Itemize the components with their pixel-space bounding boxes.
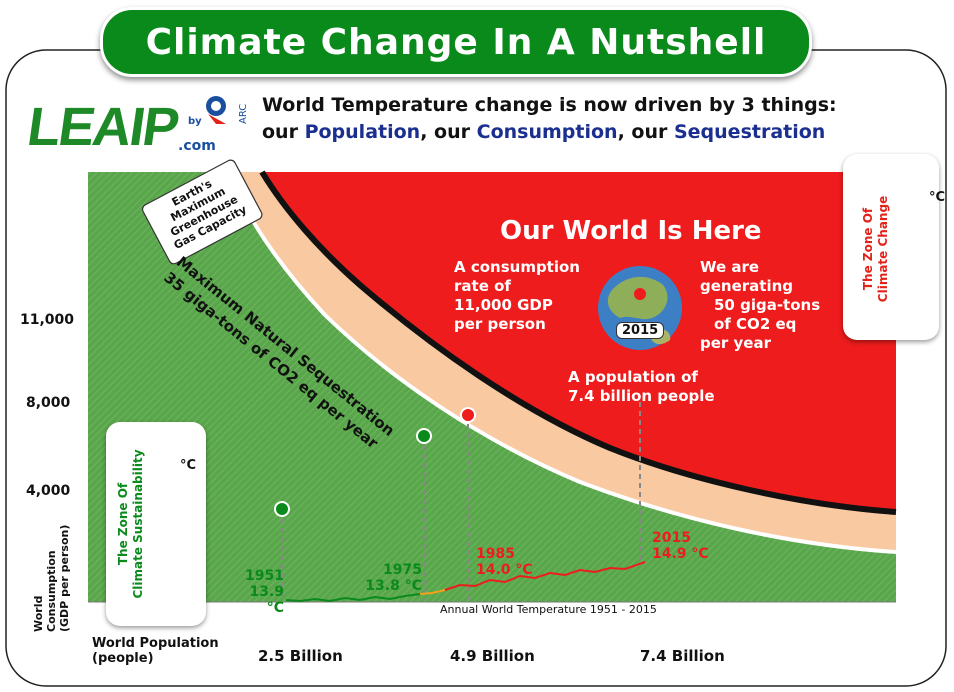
headline-line1: World Temperature change is now driven b…	[262, 94, 837, 116]
world-here-title: Our World Is Here	[500, 216, 762, 246]
logo-by: by	[188, 116, 202, 127]
page-title: Climate Change In A Nutshell	[145, 21, 767, 63]
sequestration-curve	[226, 171, 897, 554]
globe-year-badge: 2015	[616, 322, 665, 339]
temp-1951: 1951 13.9 °C	[245, 568, 284, 616]
temp-1975: 1975 13.8 °C	[365, 562, 422, 594]
capacity-curve	[259, 170, 897, 515]
x-tick-7-4: 7.4 Billion	[640, 647, 725, 665]
consumption-note: A consumption rate of 11,000 GDP per per…	[454, 258, 580, 333]
change-unit: °C	[929, 190, 946, 205]
arc-logo-icon	[206, 96, 226, 124]
x-axis-title: World Population (people)	[92, 636, 219, 666]
zone-change-box: °C The Zone Of Climate Change	[843, 154, 945, 340]
point-1951	[274, 501, 290, 517]
logo-arc: ARC	[238, 103, 249, 124]
zone-sustain-label: The Zone Of Climate Sustainability	[116, 449, 145, 599]
capacity-label-box	[141, 159, 263, 265]
point-1975	[416, 428, 432, 444]
y-tick-4000: 4,000	[26, 483, 71, 499]
leaip-logo[interactable]: LEAIP by .com ARC	[23, 96, 249, 158]
consumption-word: Consumption	[476, 121, 618, 143]
sequestration-word: Sequestration	[673, 121, 826, 143]
logo-com: .com	[178, 138, 216, 154]
x-tick-2-5: 2.5 Billion	[258, 647, 343, 665]
x-tick-4-9: 4.9 Billion	[450, 647, 535, 665]
y-axis-title: World Consumption (GDP per person)	[32, 524, 71, 632]
climate-change-region	[262, 172, 896, 512]
sustain-unit: °C	[180, 458, 197, 473]
logo-wordmark: LEAIP	[23, 97, 182, 157]
population-note: A population of 7.4 billion people	[568, 368, 715, 405]
temp-line-green	[285, 593, 421, 603]
population-word: Population	[304, 121, 421, 143]
copyright: © LEAIP.com 2019	[762, 606, 885, 620]
title-banner: Climate Change In A Nutshell	[100, 7, 812, 77]
point-1985	[460, 407, 476, 423]
zone-sustain-box: °C The Zone Of Climate Sustainability	[106, 422, 206, 626]
temp-2015: 2015 14.9 °C	[652, 530, 709, 562]
sequestration-band	[228, 172, 896, 552]
headline-line2: our Population, our Consumption, our Seq…	[262, 121, 826, 143]
temp-line-orange	[419, 589, 446, 595]
y-tick-8000: 8,000	[26, 395, 71, 411]
zone-change-label: The Zone Of Climate Change	[861, 195, 890, 303]
temp-1985: 1985 14.0 °C	[476, 546, 533, 578]
temp-line-red	[444, 561, 646, 591]
temp-caption: Annual World Temperature 1951 - 2015	[440, 603, 657, 616]
generating-note: We are generating 50 giga-tons of CO2 eq…	[700, 258, 821, 352]
y-tick-11000: 11,000	[20, 312, 75, 328]
